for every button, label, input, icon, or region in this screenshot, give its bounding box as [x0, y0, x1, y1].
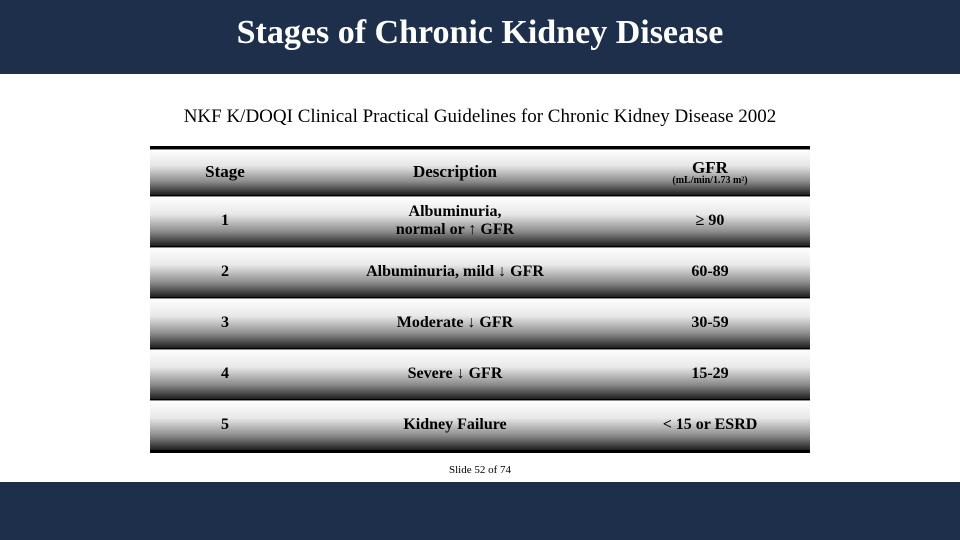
cell-gfr: 30-59 — [610, 298, 810, 349]
arrow-down-icon — [457, 365, 465, 382]
cell-stage: 1 — [150, 196, 300, 247]
col-header-gfr: GFR (mL/min/1.73 m²) — [610, 148, 810, 196]
table-row: 2 Albuminuria, mild GFR 60-89 — [150, 247, 810, 298]
ckd-stages-table: Stage Description GFR (mL/min/1.73 m²) 1… — [150, 146, 810, 453]
cell-stage: 3 — [150, 298, 300, 349]
slide-title: Stages of Chronic Kidney Disease — [0, 14, 960, 52]
table-row: 5 Kidney Failure < 15 or ESRD — [150, 400, 810, 452]
table-row: 3 Moderate GFR 30-59 — [150, 298, 810, 349]
col-header-stage: Stage — [150, 148, 300, 196]
desc-line1: Albuminuria, — [300, 203, 610, 221]
cell-gfr: ≥ 90 — [610, 196, 810, 247]
arrow-down-icon — [498, 263, 506, 280]
cell-description: Kidney Failure — [300, 400, 610, 452]
cell-description: Severe GFR — [300, 349, 610, 400]
table-row: 4 Severe GFR 15-29 — [150, 349, 810, 400]
cell-stage: 4 — [150, 349, 300, 400]
table-header-row: Stage Description GFR (mL/min/1.73 m²) — [150, 148, 810, 196]
slide-counter: Slide 52 of 74 — [0, 464, 960, 476]
cell-gfr: 60-89 — [610, 247, 810, 298]
gfr-label: GFR — [610, 155, 810, 176]
cell-description: Moderate GFR — [300, 298, 610, 349]
table-row: 1 Albuminuria, normal or GFR ≥ 90 — [150, 196, 810, 247]
desc-line2: normal or GFR — [300, 221, 610, 239]
cell-gfr: 15-29 — [610, 349, 810, 400]
footer-band — [0, 482, 960, 540]
gfr-units: (mL/min/1.73 m²) — [610, 176, 810, 190]
cell-stage: 2 — [150, 247, 300, 298]
col-header-description: Description — [300, 148, 610, 196]
cell-description: Albuminuria, normal or GFR — [300, 196, 610, 247]
subtitle: NKF K/DOQI Clinical Practical Guidelines… — [0, 106, 960, 128]
cell-stage: 5 — [150, 400, 300, 452]
cell-gfr: < 15 or ESRD — [610, 400, 810, 452]
cell-description: Albuminuria, mild GFR — [300, 247, 610, 298]
header-band: Stages of Chronic Kidney Disease — [0, 0, 960, 74]
